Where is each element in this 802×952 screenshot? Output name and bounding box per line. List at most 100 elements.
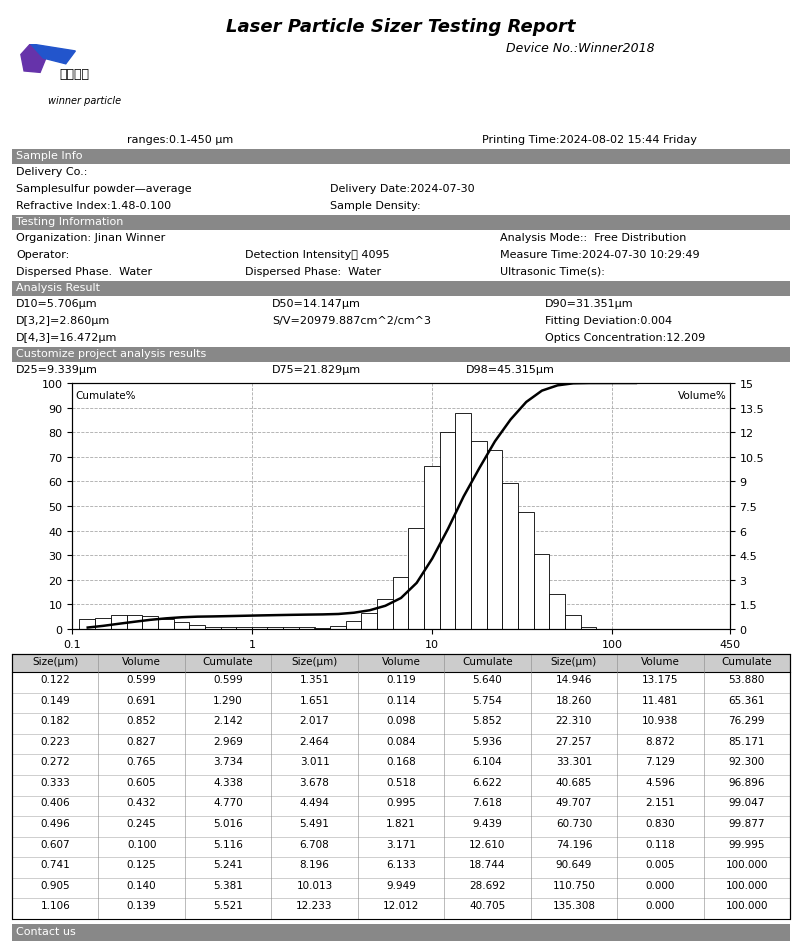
Bar: [393, 578, 408, 629]
Text: 0.114: 0.114: [386, 695, 416, 704]
Bar: [12, 755, 790, 775]
Bar: [565, 616, 581, 629]
Bar: [502, 484, 518, 629]
Text: D25=9.339μm: D25=9.339μm: [16, 365, 98, 374]
Text: 0.599: 0.599: [213, 674, 243, 684]
Text: 74.196: 74.196: [556, 839, 592, 849]
Text: 5.521: 5.521: [213, 901, 243, 910]
Text: Dispersed Phase.  Water: Dispersed Phase. Water: [16, 267, 152, 277]
Bar: [283, 627, 299, 629]
Bar: [439, 432, 456, 629]
Text: 4.596: 4.596: [646, 777, 675, 787]
Text: 76.299: 76.299: [728, 715, 765, 725]
Text: 100.000: 100.000: [726, 901, 768, 910]
Bar: [362, 613, 377, 629]
X-axis label: Size(μm): Size(μm): [373, 655, 429, 667]
Text: 99.877: 99.877: [728, 818, 765, 828]
Text: D50=14.147μm: D50=14.147μm: [272, 299, 361, 308]
Text: Volume: Volume: [641, 656, 680, 666]
Text: 14.946: 14.946: [556, 674, 592, 684]
Text: 5.852: 5.852: [472, 715, 502, 725]
Bar: [173, 623, 189, 629]
Text: Sample Info: Sample Info: [16, 150, 83, 161]
Bar: [299, 627, 314, 629]
Text: Detection Intensity： 4095: Detection Intensity： 4095: [245, 249, 390, 260]
Text: winner particle: winner particle: [48, 96, 121, 106]
Text: 7.129: 7.129: [646, 757, 675, 766]
Text: D[4,3]=16.472μm: D[4,3]=16.472μm: [16, 332, 117, 343]
Text: 0.827: 0.827: [127, 736, 156, 746]
Bar: [12, 149, 790, 165]
Text: 6.133: 6.133: [386, 860, 416, 869]
Text: 2.151: 2.151: [646, 798, 675, 807]
Bar: [267, 627, 283, 629]
Text: Delivery Date:2024-07-30: Delivery Date:2024-07-30: [330, 184, 475, 194]
Text: 0.000: 0.000: [646, 880, 675, 890]
Text: 1.821: 1.821: [386, 818, 416, 828]
Text: 60.730: 60.730: [556, 818, 592, 828]
Text: Dispersed Phase:  Water: Dispersed Phase: Water: [245, 267, 381, 277]
Text: Operator:: Operator:: [16, 249, 69, 260]
Text: 0.607: 0.607: [40, 839, 70, 849]
Text: 微纳颗粒: 微纳颗粒: [59, 68, 89, 81]
Text: 0.149: 0.149: [40, 695, 70, 704]
Text: 0.119: 0.119: [386, 674, 416, 684]
Text: 0.765: 0.765: [127, 757, 156, 766]
Text: 49.707: 49.707: [556, 798, 592, 807]
Text: D90=31.351μm: D90=31.351μm: [545, 299, 634, 308]
Text: Organization: Jinan Winner: Organization: Jinan Winner: [16, 232, 165, 243]
Text: 6.708: 6.708: [300, 839, 330, 849]
Text: Size(μm): Size(μm): [551, 656, 597, 666]
Bar: [12, 654, 790, 919]
Text: 1.651: 1.651: [300, 695, 330, 704]
Text: 4.770: 4.770: [213, 798, 243, 807]
Text: 0.182: 0.182: [40, 715, 70, 725]
Bar: [581, 627, 597, 629]
Bar: [12, 654, 790, 672]
Text: 0.098: 0.098: [387, 715, 415, 725]
Text: 4.494: 4.494: [300, 798, 330, 807]
Text: 5.754: 5.754: [472, 695, 502, 704]
Text: 18.260: 18.260: [556, 695, 592, 704]
Bar: [111, 615, 127, 629]
Text: 40.685: 40.685: [556, 777, 592, 787]
Text: 0.140: 0.140: [127, 880, 156, 890]
Text: 5.491: 5.491: [300, 818, 330, 828]
Text: 0.168: 0.168: [386, 757, 416, 766]
Text: 13.175: 13.175: [642, 674, 678, 684]
Text: S/V=20979.887cm^2/cm^3: S/V=20979.887cm^2/cm^3: [272, 316, 431, 326]
Bar: [408, 529, 424, 629]
Bar: [158, 620, 174, 629]
Bar: [346, 621, 362, 629]
Bar: [95, 618, 111, 629]
Text: Customize project analysis results: Customize project analysis results: [16, 348, 206, 359]
Text: Samplesulfur powder—average: Samplesulfur powder—average: [16, 184, 192, 194]
Text: 0.139: 0.139: [127, 901, 156, 910]
Text: 0.691: 0.691: [127, 695, 156, 704]
Text: 3.171: 3.171: [386, 839, 416, 849]
Bar: [12, 878, 790, 899]
Text: 12.233: 12.233: [296, 901, 333, 910]
Text: D[3,2]=2.860μm: D[3,2]=2.860μm: [16, 316, 110, 326]
Text: 3.734: 3.734: [213, 757, 243, 766]
Text: 5.116: 5.116: [213, 839, 243, 849]
Text: 99.047: 99.047: [728, 798, 765, 807]
Text: 65.361: 65.361: [728, 695, 765, 704]
Bar: [456, 413, 471, 629]
Bar: [142, 617, 158, 629]
Text: 0.518: 0.518: [386, 777, 416, 787]
Bar: [189, 625, 205, 629]
Text: 0.122: 0.122: [40, 674, 70, 684]
Text: 5.016: 5.016: [213, 818, 243, 828]
Bar: [12, 282, 790, 297]
Text: 40.705: 40.705: [469, 901, 505, 910]
Text: 12.610: 12.610: [469, 839, 505, 849]
Text: Ultrasonic Time(s):: Ultrasonic Time(s):: [500, 267, 605, 277]
Text: 0.741: 0.741: [40, 860, 70, 869]
Bar: [205, 627, 221, 629]
Bar: [236, 627, 252, 629]
Text: D10=5.706μm: D10=5.706μm: [16, 299, 98, 308]
Bar: [314, 628, 330, 629]
Text: 0.272: 0.272: [40, 757, 70, 766]
Text: 12.012: 12.012: [383, 901, 419, 910]
